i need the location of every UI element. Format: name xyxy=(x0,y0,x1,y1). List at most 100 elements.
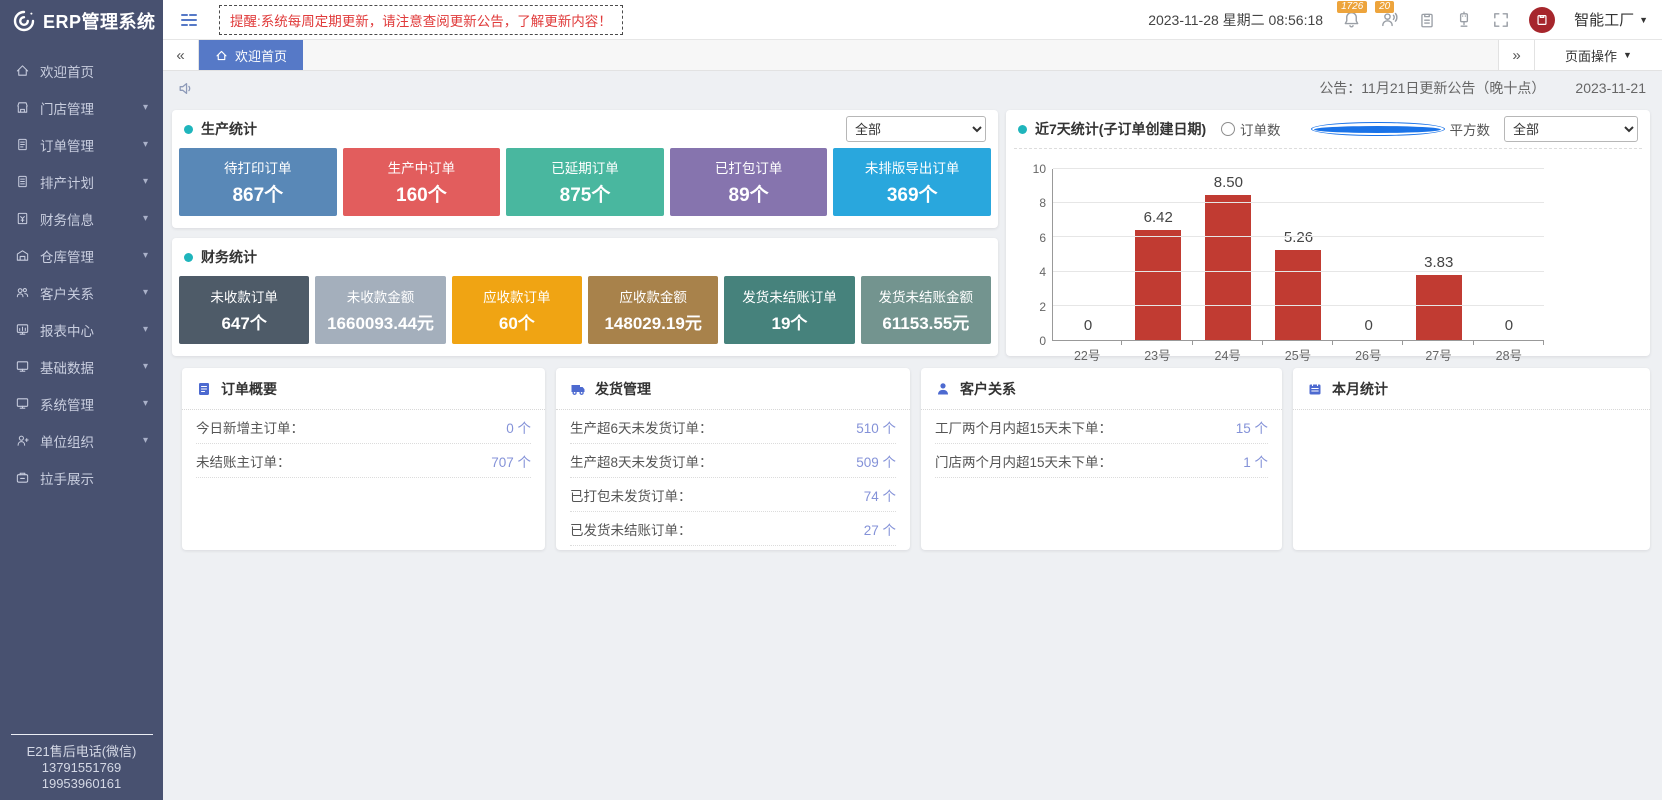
tab-home[interactable]: 欢迎首页 xyxy=(199,40,304,70)
finance-card-3[interactable]: 应收款金额 148029.19元 xyxy=(587,276,719,344)
row-label: 门店两个月内超15天未下单： xyxy=(935,454,1113,470)
production-card-3[interactable]: 已打包订单 89个 xyxy=(669,148,828,216)
radio-label: 订单数 xyxy=(1240,123,1281,138)
card-value: 148029.19元 xyxy=(604,314,702,333)
sidebar-item-system[interactable]: 系统管理 ▾ xyxy=(0,385,163,422)
tab-label: 欢迎首页 xyxy=(235,48,288,64)
sidebar-item-reports[interactable]: 报表中心 ▾ xyxy=(0,311,163,348)
tabs-scroll-left[interactable]: « xyxy=(163,40,199,70)
sidebar-item-finance[interactable]: 财务信息 ▾ xyxy=(0,200,163,237)
bell-icon[interactable]: 1726 xyxy=(1337,0,1368,40)
card-label: 应收款订单 xyxy=(483,290,551,305)
bar-value-label: 0 xyxy=(1504,317,1514,334)
production-stats-panel: 生产统计 全部 待打印订单 867个 生产中订单 160个 已延期订单 875个… xyxy=(172,110,998,228)
company-name: 智能工厂 xyxy=(1574,12,1635,29)
collapse-sidebar-icon[interactable] xyxy=(179,10,199,30)
row-value-link[interactable]: 509 个 xyxy=(856,454,896,470)
sidebar-item-stores[interactable]: 门店管理 ▾ xyxy=(0,89,163,126)
announcement-text[interactable]: 公告：11月21日更新公告（晚十点） xyxy=(1319,80,1546,96)
sidebar-item-label: 拉手展示 xyxy=(40,471,94,487)
finance-card-2[interactable]: 应收款订单 60个 xyxy=(451,276,582,344)
row-label: 已发货未结账订单： xyxy=(570,522,692,538)
finance-card-5[interactable]: 发货未结账金额 61153.55元 xyxy=(860,276,991,344)
x-tick-label: 24号 xyxy=(1193,341,1264,364)
page-actions-menu[interactable]: 页面操作 ▼ xyxy=(1534,40,1662,70)
y-tick-label: 10 xyxy=(1032,162,1046,176)
tabs-scroll-right[interactable]: » xyxy=(1498,40,1534,70)
usb-device-icon[interactable] xyxy=(1455,0,1473,40)
row-value-link[interactable]: 1 个 xyxy=(1243,454,1268,470)
message-user-icon[interactable]: 20 xyxy=(1375,0,1399,40)
finance-card-1[interactable]: 未收款金额 1660093.44元 xyxy=(315,276,446,344)
company-menu[interactable]: 智能工厂 ▼ xyxy=(1574,9,1648,30)
x-tick-label: 25号 xyxy=(1263,341,1334,364)
tabbar: « 欢迎首页 » 页面操作 ▼ xyxy=(163,40,1662,71)
row-value-link[interactable]: 74 个 xyxy=(863,488,896,504)
row-value-link[interactable]: 15 个 xyxy=(1235,420,1268,436)
panel-shipping: 发货管理 生产超6天未发货订单： 510 个 生产超8天未发货订单： 509 个… xyxy=(556,368,910,550)
warehouse-icon xyxy=(15,248,30,263)
production-card-0[interactable]: 待打印订单 867个 xyxy=(179,148,337,216)
store-icon xyxy=(15,100,30,115)
summary-row: 生产超6天未发货订单： 510 个 xyxy=(570,410,896,444)
x-tick-label: 22号 xyxy=(1052,341,1123,364)
finance-card-0[interactable]: 未收款订单 647个 xyxy=(179,276,310,344)
sidebar-item-plan[interactable]: 排产计划 ▾ xyxy=(0,163,163,200)
bar-value-label: 8.50 xyxy=(1213,173,1243,191)
finance-card-4[interactable]: 发货未结账订单 19个 xyxy=(724,276,855,344)
row-value-link[interactable]: 707 个 xyxy=(491,454,531,470)
app-logo[interactable]: ERP管理系统 xyxy=(0,0,163,42)
bar xyxy=(1275,250,1322,340)
card-value: 61153.55元 xyxy=(882,314,970,333)
chevron-down-icon: ▾ xyxy=(142,287,148,298)
chevron-down-icon: ▾ xyxy=(142,213,148,224)
clipboard-icon[interactable] xyxy=(1418,0,1436,40)
row-value-link[interactable]: 510 个 xyxy=(856,420,896,436)
chevron-down-icon: ▾ xyxy=(142,324,148,335)
production-card-1[interactable]: 生产中订单 160个 xyxy=(342,148,501,216)
row-value-link[interactable]: 0 个 xyxy=(506,420,531,436)
production-card-4[interactable]: 未排版导出订单 369个 xyxy=(833,148,991,216)
radio-order-count[interactable]: 订单数 xyxy=(1221,119,1281,139)
sidebar-item-orders[interactable]: 订单管理 ▾ xyxy=(0,126,163,163)
sidebar-item-basedata[interactable]: 基础数据 ▾ xyxy=(0,348,163,385)
footer-line-1: E21售后电话(微信) xyxy=(26,744,137,759)
card-value: 160个 xyxy=(396,185,447,206)
fullscreen-icon[interactable] xyxy=(1492,0,1510,40)
avatar[interactable] xyxy=(1529,6,1556,33)
sidebar-item-home[interactable]: 欢迎首页 xyxy=(0,52,163,89)
row-label: 未结账主订单： xyxy=(196,454,291,470)
section-dot xyxy=(184,252,193,262)
row-value-link[interactable]: 27 个 xyxy=(863,522,896,538)
summary-row: 今日新增主订单： 0 个 xyxy=(196,410,531,444)
bar-value-label: 0 xyxy=(1083,317,1093,334)
chevron-down-icon: ▾ xyxy=(142,102,148,113)
chevron-down-icon: ▾ xyxy=(142,361,148,372)
production-card-2[interactable]: 已延期订单 875个 xyxy=(506,148,664,216)
bar-value-label: 5.26 xyxy=(1283,229,1314,247)
chart-filter-select[interactable]: 全部 xyxy=(1504,116,1638,142)
gridline xyxy=(1053,236,1544,238)
sidebar-item-handshake[interactable]: 拉手展示 xyxy=(0,459,163,496)
bell-badge: 1726 xyxy=(1337,0,1368,13)
sidebar-item-customers[interactable]: 客户关系 ▾ xyxy=(0,274,163,311)
card-value: 647个 xyxy=(221,314,267,333)
y-tick-label: 0 xyxy=(1039,334,1046,348)
sidebar-item-org[interactable]: 单位组织 ▾ xyxy=(0,422,163,459)
summary-row: 未结账主订单： 707 个 xyxy=(196,444,531,478)
panel-title: 本月统计 xyxy=(1332,380,1388,397)
y-tick-label: 8 xyxy=(1039,196,1046,211)
card-label: 未收款金额 xyxy=(346,290,415,305)
card-label: 已延期订单 xyxy=(551,161,619,176)
gridline xyxy=(1053,168,1544,169)
section-dot xyxy=(184,124,193,134)
radio-square-count[interactable]: 平方数 xyxy=(1297,119,1490,139)
announcement-date: 2023-11-21 xyxy=(1575,80,1646,96)
sidebar-item-warehouse[interactable]: 仓库管理 ▾ xyxy=(0,237,163,274)
production-filter-select[interactable]: 全部 xyxy=(846,116,986,142)
speaker-icon xyxy=(177,80,194,97)
datetime: 2023-11-28 星期二 08:56:18 xyxy=(1148,11,1324,28)
bar-slot: 5.26 xyxy=(1263,169,1333,340)
gridline xyxy=(1053,304,1544,306)
summary-row: 已打包未发货订单： 74 个 xyxy=(570,478,896,512)
